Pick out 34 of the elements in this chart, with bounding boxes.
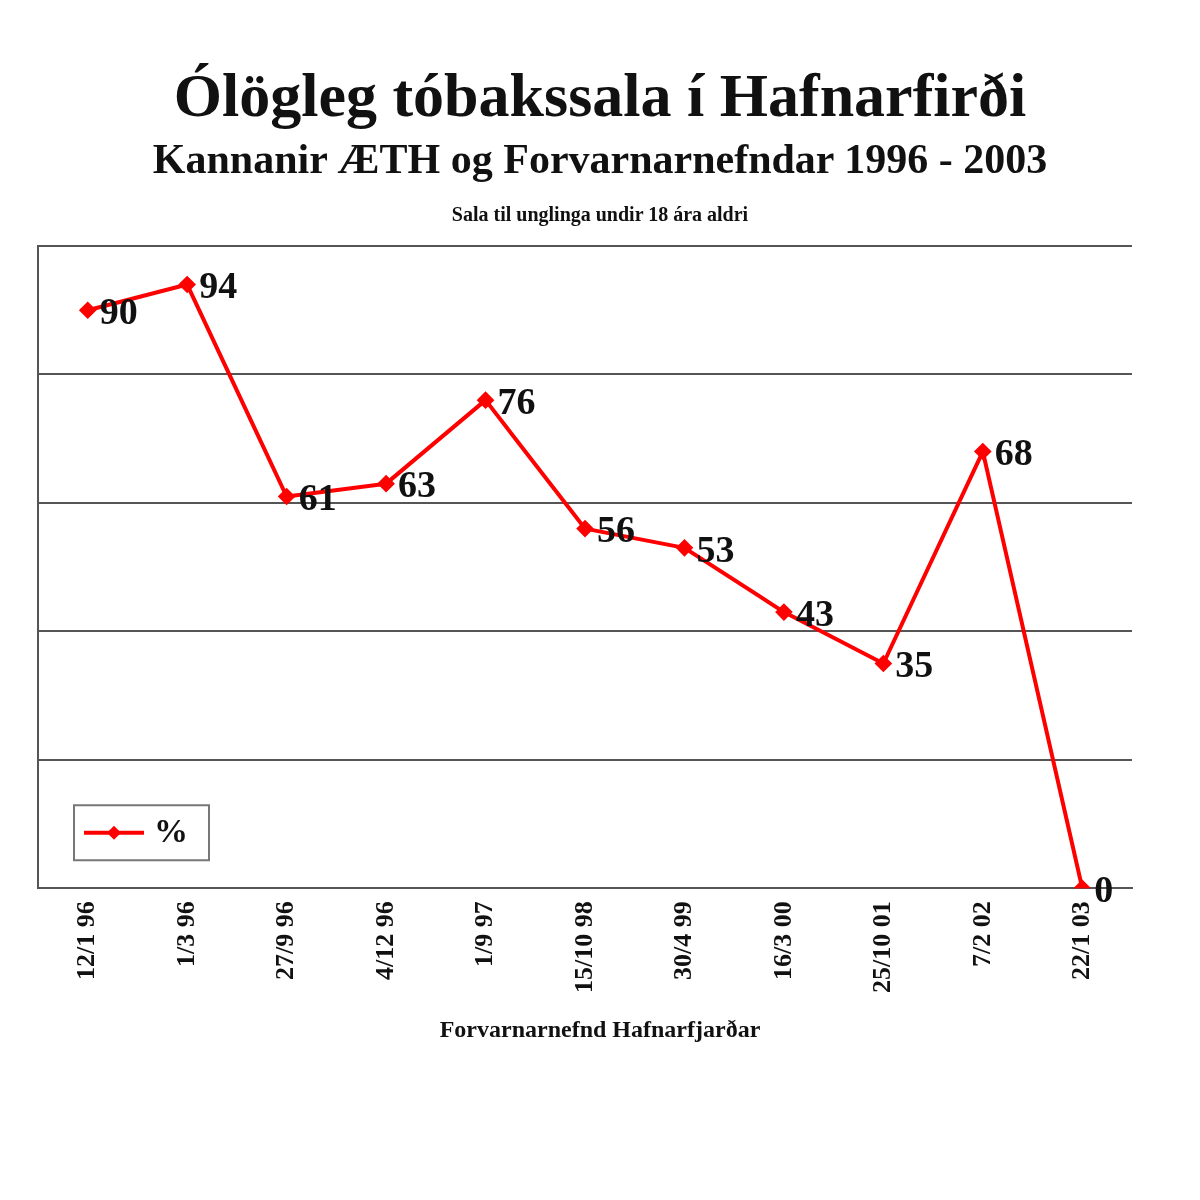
point <box>477 392 494 409</box>
text: Forvarnarnefnd Hafnarfjarðar <box>438 1016 762 1043</box>
x-tick-label: 1/9 97 <box>469 901 499 968</box>
point <box>676 539 693 556</box>
x-tick-label: 15/10 98 <box>568 901 598 994</box>
x-tick-label: 7/2 02 <box>966 901 996 968</box>
point <box>378 475 395 492</box>
x-tick-label: 30/4 99 <box>668 901 698 981</box>
text: Sala til unglinga undir 18 ára aldri <box>450 203 750 226</box>
chart-title: Ólögleg tóbakssala í Hafnarfirði <box>172 60 1028 131</box>
x-tick-label: 27/9 96 <box>270 901 300 981</box>
data-label: 68 <box>994 431 1033 474</box>
x-tick-label: 25/10 01 <box>867 901 897 994</box>
x-tick-label: 1/3 96 <box>170 901 200 968</box>
point <box>79 302 96 319</box>
data-label: 35 <box>895 643 934 686</box>
point <box>875 655 892 672</box>
legend-label: % <box>154 811 188 849</box>
x-tick-label: 4/12 96 <box>369 901 399 981</box>
point <box>775 604 792 621</box>
data-label: 94 <box>199 264 238 307</box>
data-label: 63 <box>398 463 437 506</box>
x-tick-label: 22/1 03 <box>1065 901 1095 981</box>
data-label: 90 <box>99 290 138 333</box>
x-tick-label: 16/3 00 <box>767 901 797 981</box>
point <box>278 488 295 505</box>
data-label: 76 <box>497 379 536 422</box>
chart-subtitle: Kannanir ÆTH og Forvarnarnefndar 1996 - 2003 <box>151 135 1049 183</box>
point <box>179 276 196 293</box>
point <box>974 443 991 460</box>
x-tick-label: 12/1 96 <box>71 901 101 981</box>
point <box>577 520 593 537</box>
data-label: 53 <box>696 527 735 570</box>
data-label: 43 <box>795 591 834 634</box>
